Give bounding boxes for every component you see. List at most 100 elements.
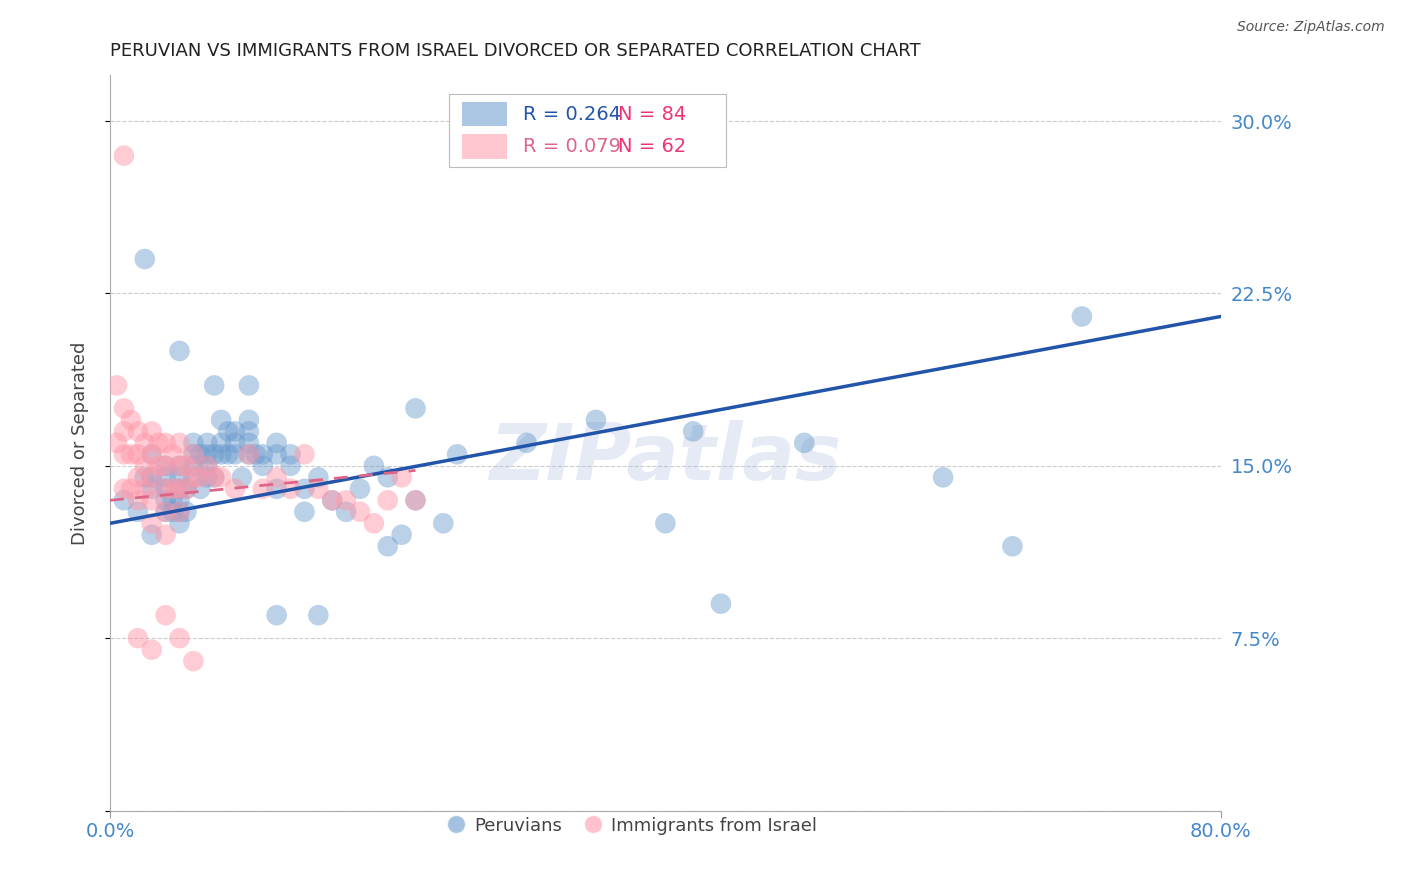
Point [585, 413, 607, 427]
Point [202, 470, 225, 484]
Point [1001, 539, 1024, 553]
Point [183, 435, 205, 450]
Point [141, 470, 163, 484]
Point [321, 493, 343, 508]
Point [169, 516, 191, 531]
Point [120, 447, 142, 461]
Point [377, 470, 399, 484]
Point [252, 458, 274, 473]
Point [134, 435, 156, 450]
Point [266, 435, 288, 450]
Point [162, 505, 184, 519]
Point [155, 458, 177, 473]
Point [202, 378, 225, 392]
Point [1070, 310, 1092, 324]
Point [183, 470, 205, 484]
Point [405, 401, 427, 416]
Point [363, 516, 385, 531]
Point [141, 493, 163, 508]
Point [169, 493, 191, 508]
Point [307, 482, 329, 496]
Point [195, 458, 218, 473]
Point [162, 493, 184, 508]
Point [202, 470, 225, 484]
Point [710, 597, 733, 611]
Point [134, 482, 156, 496]
Point [155, 493, 177, 508]
Text: N = 62: N = 62 [617, 137, 686, 156]
Point [162, 447, 184, 461]
Point [188, 447, 211, 461]
Point [141, 470, 163, 484]
Point [432, 516, 454, 531]
Point [321, 493, 343, 508]
Point [162, 482, 184, 496]
Point [183, 470, 205, 484]
Point [209, 470, 232, 484]
Point [127, 470, 149, 484]
Point [112, 493, 135, 508]
Point [141, 528, 163, 542]
Point [155, 608, 177, 623]
Point [148, 435, 170, 450]
Point [141, 516, 163, 531]
Point [793, 435, 815, 450]
Point [120, 482, 142, 496]
Point [169, 343, 191, 358]
Point [217, 425, 239, 439]
Point [266, 447, 288, 461]
Point [238, 413, 260, 427]
Point [280, 458, 302, 473]
Point [363, 458, 385, 473]
Point [252, 447, 274, 461]
Point [176, 482, 198, 496]
Point [377, 539, 399, 553]
Point [134, 458, 156, 473]
Point [654, 516, 676, 531]
Point [183, 447, 205, 461]
Point [195, 447, 218, 461]
Point [238, 447, 260, 461]
Point [134, 470, 156, 484]
Point [307, 470, 329, 484]
Point [169, 435, 191, 450]
Legend: Peruvians, Immigrants from Israel: Peruvians, Immigrants from Israel [440, 809, 824, 842]
Point [294, 447, 316, 461]
Point [141, 447, 163, 461]
Point [169, 458, 191, 473]
Point [446, 447, 468, 461]
Text: PERUVIAN VS IMMIGRANTS FROM ISRAEL DIVORCED OR SEPARATED CORRELATION CHART: PERUVIAN VS IMMIGRANTS FROM ISRAEL DIVOR… [110, 42, 921, 60]
Point [169, 505, 191, 519]
Point [169, 505, 191, 519]
FancyBboxPatch shape [463, 102, 506, 127]
Point [176, 482, 198, 496]
Point [112, 482, 135, 496]
Point [112, 148, 135, 162]
Point [231, 470, 253, 484]
Point [155, 435, 177, 450]
Point [120, 413, 142, 427]
Point [183, 447, 205, 461]
Point [169, 470, 191, 484]
Point [155, 505, 177, 519]
Point [516, 435, 538, 450]
Point [195, 435, 218, 450]
Point [294, 482, 316, 496]
Point [391, 528, 413, 542]
Point [224, 482, 246, 496]
Point [238, 425, 260, 439]
Point [155, 528, 177, 542]
Point [377, 493, 399, 508]
Point [112, 401, 135, 416]
Point [188, 482, 211, 496]
Point [183, 458, 205, 473]
Point [127, 425, 149, 439]
Point [224, 425, 246, 439]
Point [209, 447, 232, 461]
Point [169, 482, 191, 496]
Point [209, 435, 232, 450]
Point [391, 470, 413, 484]
Point [209, 413, 232, 427]
Point [155, 482, 177, 496]
Point [155, 458, 177, 473]
